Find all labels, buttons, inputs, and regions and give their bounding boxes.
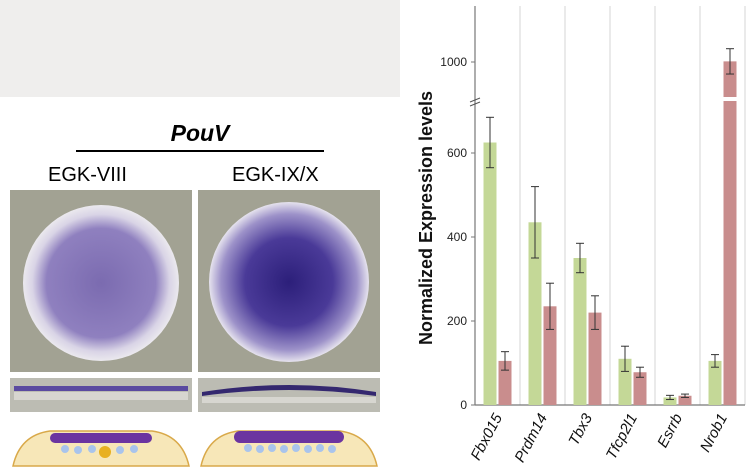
y-tick-label: 0 — [460, 398, 467, 412]
bar — [573, 258, 587, 405]
y-tick-label: 1000 — [440, 55, 467, 69]
stage-label-1: EGK-VIII — [48, 164, 127, 186]
bar — [723, 61, 737, 405]
x-category-label: Fbx015 — [468, 410, 507, 463]
y-tick-label: 200 — [447, 314, 467, 328]
x-category-label: Esrrb — [654, 411, 686, 451]
bar — [663, 397, 677, 405]
x-category-label: Tfcp2l1 — [603, 411, 641, 462]
bar — [678, 395, 692, 405]
x-category-label: Nrob1 — [697, 411, 731, 455]
gene-title: PouV — [170, 120, 230, 146]
expression-bar-chart: 0 200 400 600 1000 Fbx015 Prdm14 Tbx3 Tfcp2l1 Es… — [416, 6, 746, 465]
y-tick-label: 600 — [447, 146, 467, 160]
bar — [498, 360, 512, 405]
bar — [708, 360, 722, 405]
section-strip-2 — [198, 378, 380, 412]
bar — [483, 142, 497, 405]
section-strip-1 — [10, 378, 192, 412]
stage-label-2: EGK-IX/X — [232, 164, 319, 186]
embryo-photo-1 — [10, 190, 192, 372]
bar — [618, 358, 632, 405]
y-tick-label: 400 — [447, 230, 467, 244]
x-category-label: Prdm14 — [511, 411, 551, 465]
embryo-photo-2 — [198, 190, 380, 372]
x-category-label: Tbx3 — [565, 410, 596, 448]
bar — [633, 372, 647, 405]
bar — [588, 312, 602, 405]
schematic-1 — [10, 425, 192, 467]
schematic-2 — [198, 425, 380, 467]
gene-title-underline — [76, 150, 324, 152]
bar-break-gap — [722, 97, 738, 101]
bar — [543, 306, 557, 405]
bar — [528, 222, 542, 405]
y-axis-label: Normalized Expression levels — [416, 91, 436, 345]
axis-break-mark — [469, 97, 481, 107]
